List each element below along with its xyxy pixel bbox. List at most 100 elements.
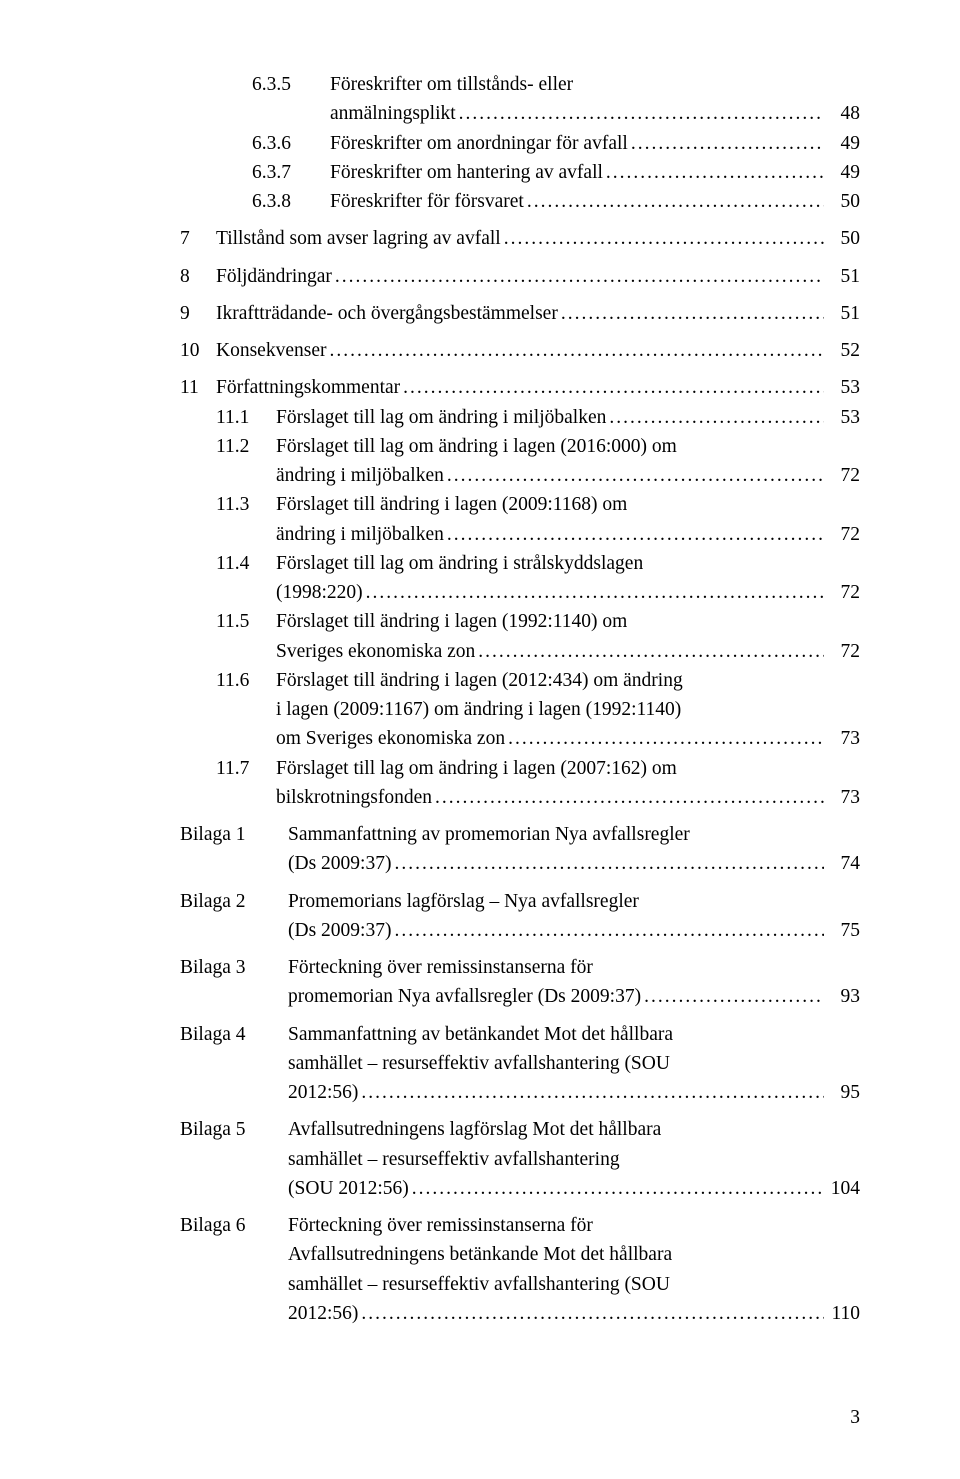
toc-title-cont: (1998:220) [276, 578, 363, 607]
toc-number: 11.6 [216, 666, 276, 695]
toc-leader [628, 129, 824, 158]
toc-entry-9[interactable]: 9 Ikraftträdande- och övergångsbestämmel… [180, 299, 860, 328]
toc-entry-7[interactable]: 7 Tillstånd som avser lagring av avfall … [180, 224, 860, 253]
toc-entry-11-7-cont: bilskrotningsfonden 73 [180, 783, 860, 812]
toc-title: Förslaget till lag om ändring i miljöbal… [276, 403, 606, 432]
toc-number: 6.3.5 [252, 70, 330, 99]
toc-number: 11.2 [216, 432, 276, 461]
toc-page-number: 53 [824, 403, 860, 432]
toc-title-cont: 2012:56) [288, 1078, 358, 1107]
toc-entry-6-3-8[interactable]: 6.3.8 Föreskrifter för försvaret 50 [180, 187, 860, 216]
toc-title: Följdändringar [216, 262, 332, 291]
toc-entry-11-4[interactable]: 11.4 Förslaget till lag om ändring i str… [180, 549, 860, 578]
toc-title: Föreskrifter om anordningar för avfall [330, 129, 628, 158]
toc-number: 11.1 [216, 403, 276, 432]
toc-leader [558, 299, 824, 328]
toc-title-cont: om Sveriges ekonomiska zon [276, 724, 505, 753]
toc-number: 6.3.7 [252, 158, 330, 187]
toc-title: Promemorians lagförslag – Nya avfallsreg… [288, 887, 639, 916]
toc-title-cont: 2012:56) [288, 1299, 358, 1328]
toc-entry-bilaga-4-cont: samhället – resurseffektiv avfallshanter… [180, 1049, 860, 1078]
toc-page-number: 73 [824, 783, 860, 812]
toc-entry-8[interactable]: 8 Följdändringar 51 [180, 262, 860, 291]
toc-number: 11.7 [216, 754, 276, 783]
toc-title: Förteckning över remissinstanserna för [288, 1211, 593, 1240]
toc-entry-bilaga-6[interactable]: Bilaga 6 Förteckning över remissinstanse… [180, 1211, 860, 1240]
toc-leader [358, 1078, 824, 1107]
toc-page: 6.3.5 Föreskrifter om tillstånds- eller … [0, 0, 960, 1479]
toc-entry-bilaga-1-cont: (Ds 2009:37) 74 [180, 849, 860, 878]
toc-entry-bilaga-3[interactable]: Bilaga 3 Förteckning över remissinstanse… [180, 953, 860, 982]
toc-page-number: 72 [824, 461, 860, 490]
toc-leader [363, 578, 824, 607]
toc-leader [400, 373, 824, 402]
toc-number: Bilaga 6 [180, 1211, 288, 1240]
toc-entry-bilaga-1[interactable]: Bilaga 1 Sammanfattning av promemorian N… [180, 820, 860, 849]
toc-number: Bilaga 2 [180, 887, 288, 916]
toc-entry-bilaga-4[interactable]: Bilaga 4 Sammanfattning av betänkandet M… [180, 1020, 860, 1049]
toc-page-number: 49 [824, 158, 860, 187]
toc-entry-11-2[interactable]: 11.2 Förslaget till lag om ändring i lag… [180, 432, 860, 461]
toc-entry-11-6-cont2: om Sveriges ekonomiska zon 73 [180, 724, 860, 753]
toc-number: 9 [180, 299, 216, 328]
toc-number: 6.3.6 [252, 129, 330, 158]
toc-page-number: 104 [824, 1174, 860, 1203]
toc-title: Avfallsutredningens lagförslag Mot det h… [288, 1115, 661, 1144]
toc-page-number: 48 [824, 99, 860, 128]
toc-title: Förslaget till lag om ändring i lagen (2… [276, 432, 677, 461]
toc-title: Förslaget till ändring i lagen (2009:116… [276, 490, 627, 519]
toc-title-cont: ändring i miljöbalken [276, 461, 444, 490]
toc-number: 10 [180, 336, 216, 365]
toc-number: 11.4 [216, 549, 276, 578]
toc-title-cont: samhället – resurseffektiv avfallshanter… [288, 1274, 670, 1295]
toc-title-cont: i lagen (2009:1167) om ändring i lagen (… [276, 699, 681, 720]
toc-page-number: 72 [824, 520, 860, 549]
toc-leader [641, 982, 824, 1011]
toc-page-number: 75 [824, 916, 860, 945]
toc-leader [505, 724, 824, 753]
toc-number: 11.5 [216, 607, 276, 636]
toc-page-number: 72 [824, 637, 860, 666]
toc-entry-bilaga-3-cont: promemorian Nya avfallsregler (Ds 2009:3… [180, 982, 860, 1011]
toc-leader [501, 224, 824, 253]
toc-entry-6-3-6[interactable]: 6.3.6 Föreskrifter om anordningar för av… [180, 129, 860, 158]
toc-entry-11-7[interactable]: 11.7 Förslaget till lag om ändring i lag… [180, 754, 860, 783]
toc-number: 7 [180, 224, 216, 253]
toc-entry-11-1[interactable]: 11.1 Förslaget till lag om ändring i mil… [180, 403, 860, 432]
toc-title: Föreskrifter om hantering av avfall [330, 158, 603, 187]
toc-leader [456, 99, 824, 128]
toc-entry-11-5-cont: Sveriges ekonomiska zon 72 [180, 637, 860, 666]
toc-entry-bilaga-6-cont3: 2012:56) 110 [180, 1299, 860, 1328]
toc-entry-bilaga-5[interactable]: Bilaga 5 Avfallsutredningens lagförslag … [180, 1115, 860, 1144]
toc-entry-11-6[interactable]: 11.6 Förslaget till ändring i lagen (201… [180, 666, 860, 695]
toc-entry-bilaga-4-cont2: 2012:56) 95 [180, 1078, 860, 1107]
toc-title: Förslaget till lag om ändring i lagen (2… [276, 754, 677, 783]
toc-page-number: 50 [824, 187, 860, 216]
toc-leader [603, 158, 824, 187]
toc-leader [475, 637, 824, 666]
toc-title: Tillstånd som avser lagring av avfall [216, 224, 501, 253]
toc-page-number: 74 [824, 849, 860, 878]
toc-entry-bilaga-2[interactable]: Bilaga 2 Promemorians lagförslag – Nya a… [180, 887, 860, 916]
toc-entry-6-3-7[interactable]: 6.3.7 Föreskrifter om hantering av avfal… [180, 158, 860, 187]
toc-number: Bilaga 1 [180, 820, 288, 849]
toc-leader [391, 849, 824, 878]
toc-entry-6-3-5[interactable]: 6.3.5 Föreskrifter om tillstånds- eller [180, 70, 860, 99]
toc-title: Förslaget till ändring i lagen (2012:434… [276, 666, 683, 695]
toc-entry-11[interactable]: 11 Författningskommentar 53 [180, 373, 860, 402]
toc-title: Förslaget till ändring i lagen (1992:114… [276, 607, 627, 636]
toc-entry-11-6-cont: i lagen (2009:1167) om ändring i lagen (… [180, 695, 860, 724]
toc-title: Sammanfattning av betänkandet Mot det hå… [288, 1020, 673, 1049]
toc-entry-11-3-cont: ändring i miljöbalken 72 [180, 520, 860, 549]
toc-leader [432, 783, 824, 812]
toc-page-number: 53 [824, 373, 860, 402]
toc-page-number: 50 [824, 224, 860, 253]
toc-leader [391, 916, 824, 945]
toc-entry-11-5[interactable]: 11.5 Förslaget till ändring i lagen (199… [180, 607, 860, 636]
toc-leader [332, 262, 824, 291]
toc-entry-11-2-cont: ändring i miljöbalken 72 [180, 461, 860, 490]
toc-entry-11-3[interactable]: 11.3 Förslaget till ändring i lagen (200… [180, 490, 860, 519]
toc-entry-10[interactable]: 10 Konsekvenser 52 [180, 336, 860, 365]
toc-leader [524, 187, 824, 216]
toc-leader [409, 1174, 824, 1203]
